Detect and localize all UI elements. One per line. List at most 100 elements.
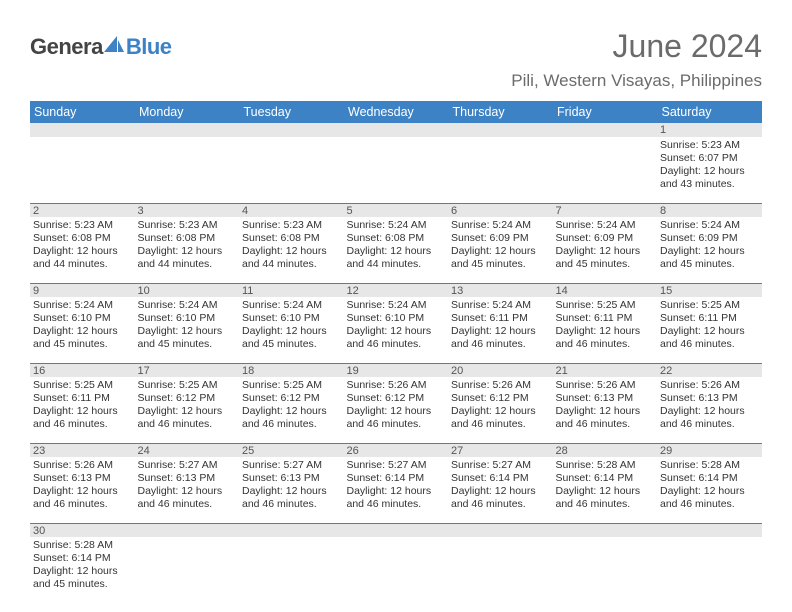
day-number-cell (135, 523, 240, 537)
daylight-line: Daylight: 12 hours and 44 minutes. (347, 245, 446, 271)
day-number: 2 (33, 205, 39, 217)
sunset-line: Sunset: 6:13 PM (33, 472, 132, 485)
sunset-line: Sunset: 6:13 PM (556, 392, 655, 405)
day-number-cell: 7 (553, 203, 658, 217)
sunrise-value: 5:23 AM (74, 219, 113, 231)
sunset-line: Sunset: 6:10 PM (33, 312, 132, 325)
day-number-cell (239, 123, 344, 137)
sunrise-line: Sunrise: 5:23 AM (33, 219, 132, 232)
sunrise-line: Sunrise: 5:23 AM (138, 219, 237, 232)
day-cell: Sunrise: 5:23 AMSunset: 6:07 PMDaylight:… (657, 137, 762, 203)
day-cell: Sunrise: 5:28 AMSunset: 6:14 PMDaylight:… (657, 457, 762, 523)
week-row: Sunrise: 5:23 AMSunset: 6:08 PMDaylight:… (30, 217, 762, 283)
day-cell: Sunrise: 5:28 AMSunset: 6:14 PMDaylight:… (30, 537, 135, 603)
sunset-value: 6:13 PM (176, 472, 215, 484)
sunset-value: 6:12 PM (385, 392, 424, 404)
sunrise-line: Sunrise: 5:27 AM (138, 459, 237, 472)
col-sunday: Sunday (30, 101, 135, 123)
sunset-value: 6:10 PM (281, 312, 320, 324)
calendar-table: Sunday Monday Tuesday Wednesday Thursday… (30, 101, 762, 603)
sunrise-value: 5:24 AM (179, 299, 218, 311)
day-cell: Sunrise: 5:24 AMSunset: 6:09 PMDaylight:… (553, 217, 658, 283)
sunrise-value: 5:25 AM (74, 379, 113, 391)
daylight-line: Daylight: 12 hours and 46 minutes. (556, 325, 655, 351)
sunrise-value: 5:23 AM (701, 139, 740, 151)
day-number-cell (30, 123, 135, 137)
day-number-cell: 10 (135, 283, 240, 297)
day-number: 26 (347, 445, 359, 457)
sunset-value: 6:10 PM (176, 312, 215, 324)
day-number-cell: 6 (448, 203, 553, 217)
daylight-line: Daylight: 12 hours and 46 minutes. (347, 405, 446, 431)
sunset-value: 6:08 PM (385, 232, 424, 244)
sunset-line: Sunset: 6:14 PM (451, 472, 550, 485)
logo: Genera Blue (30, 34, 172, 60)
sunrise-line: Sunrise: 5:24 AM (347, 219, 446, 232)
daylight-line: Daylight: 12 hours and 44 minutes. (33, 245, 132, 271)
day-number: 24 (138, 445, 150, 457)
sunrise-line: Sunrise: 5:28 AM (660, 459, 759, 472)
day-number: 16 (33, 365, 45, 377)
sunset-value: 6:14 PM (72, 552, 111, 564)
sunrise-line: Sunrise: 5:26 AM (451, 379, 550, 392)
day-cell (344, 537, 449, 603)
day-number-cell: 16 (30, 363, 135, 377)
sunset-line: Sunset: 6:12 PM (347, 392, 446, 405)
sunset-line: Sunset: 6:14 PM (33, 552, 132, 565)
sunset-value: 6:14 PM (490, 472, 529, 484)
sunrise-line: Sunrise: 5:25 AM (660, 299, 759, 312)
sunrise-line: Sunrise: 5:24 AM (33, 299, 132, 312)
col-saturday: Saturday (657, 101, 762, 123)
day-number: 14 (556, 285, 568, 297)
day-cell: Sunrise: 5:27 AMSunset: 6:14 PMDaylight:… (448, 457, 553, 523)
week-row: Sunrise: 5:24 AMSunset: 6:10 PMDaylight:… (30, 297, 762, 363)
day-number: 10 (138, 285, 150, 297)
day-number-cell: 26 (344, 443, 449, 457)
sunset-value: 6:09 PM (699, 232, 738, 244)
sunset-value: 6:12 PM (490, 392, 529, 404)
sunrise-value: 5:24 AM (283, 299, 322, 311)
day-cell: Sunrise: 5:25 AMSunset: 6:11 PMDaylight:… (657, 297, 762, 363)
sunset-value: 6:11 PM (72, 392, 110, 404)
day-number-cell (344, 123, 449, 137)
day-number: 17 (138, 365, 150, 377)
day-cell: Sunrise: 5:28 AMSunset: 6:14 PMDaylight:… (553, 457, 658, 523)
sunrise-line: Sunrise: 5:26 AM (33, 459, 132, 472)
daylight-line: Daylight: 12 hours and 46 minutes. (138, 485, 237, 511)
day-cell: Sunrise: 5:24 AMSunset: 6:10 PMDaylight:… (135, 297, 240, 363)
sunset-line: Sunset: 6:13 PM (242, 472, 341, 485)
daylight-line: Daylight: 12 hours and 45 minutes. (451, 245, 550, 271)
day-number-cell: 5 (344, 203, 449, 217)
sunrise-line: Sunrise: 5:24 AM (242, 299, 341, 312)
daylight-line: Daylight: 12 hours and 46 minutes. (33, 405, 132, 431)
sunrise-value: 5:27 AM (283, 459, 322, 471)
day-number: 20 (451, 365, 463, 377)
sunrise-value: 5:23 AM (179, 219, 218, 231)
weekday-header-row: Sunday Monday Tuesday Wednesday Thursday… (30, 101, 762, 123)
col-monday: Monday (135, 101, 240, 123)
day-number: 19 (347, 365, 359, 377)
daylight-line: Daylight: 12 hours and 45 minutes. (660, 245, 759, 271)
sunrise-line: Sunrise: 5:25 AM (138, 379, 237, 392)
day-cell (239, 537, 344, 603)
sunrise-value: 5:24 AM (388, 219, 427, 231)
day-cell: Sunrise: 5:25 AMSunset: 6:11 PMDaylight:… (553, 297, 658, 363)
sunset-line: Sunset: 6:10 PM (242, 312, 341, 325)
sunrise-line: Sunrise: 5:25 AM (242, 379, 341, 392)
sunset-line: Sunset: 6:12 PM (451, 392, 550, 405)
day-number-cell: 24 (135, 443, 240, 457)
day-cell: Sunrise: 5:24 AMSunset: 6:10 PMDaylight:… (239, 297, 344, 363)
sunrise-line: Sunrise: 5:23 AM (242, 219, 341, 232)
day-cell: Sunrise: 5:24 AMSunset: 6:08 PMDaylight:… (344, 217, 449, 283)
sunrise-line: Sunrise: 5:28 AM (33, 539, 132, 552)
sunset-value: 6:08 PM (72, 232, 111, 244)
sunrise-line: Sunrise: 5:25 AM (33, 379, 132, 392)
sunset-value: 6:12 PM (176, 392, 215, 404)
day-number-cell (344, 523, 449, 537)
day-cell: Sunrise: 5:27 AMSunset: 6:13 PMDaylight:… (239, 457, 344, 523)
col-wednesday: Wednesday (344, 101, 449, 123)
daynum-row: 9101112131415 (30, 283, 762, 297)
day-cell: Sunrise: 5:27 AMSunset: 6:13 PMDaylight:… (135, 457, 240, 523)
sunrise-value: 5:25 AM (179, 379, 218, 391)
sunset-line: Sunset: 6:11 PM (556, 312, 655, 325)
